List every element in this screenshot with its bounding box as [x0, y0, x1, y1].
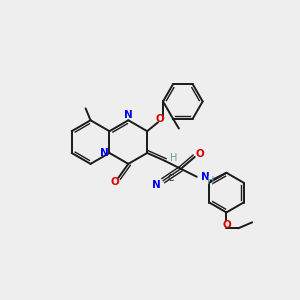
- Text: N: N: [201, 172, 209, 182]
- Text: C: C: [168, 174, 174, 183]
- Text: O: O: [195, 149, 204, 159]
- Text: N: N: [152, 180, 161, 190]
- Text: O: O: [110, 177, 119, 187]
- Text: O: O: [156, 114, 164, 124]
- Text: H: H: [170, 153, 177, 163]
- Text: O: O: [222, 220, 231, 230]
- Text: N: N: [124, 110, 133, 120]
- Text: N: N: [100, 148, 109, 158]
- Text: H: H: [207, 176, 214, 186]
